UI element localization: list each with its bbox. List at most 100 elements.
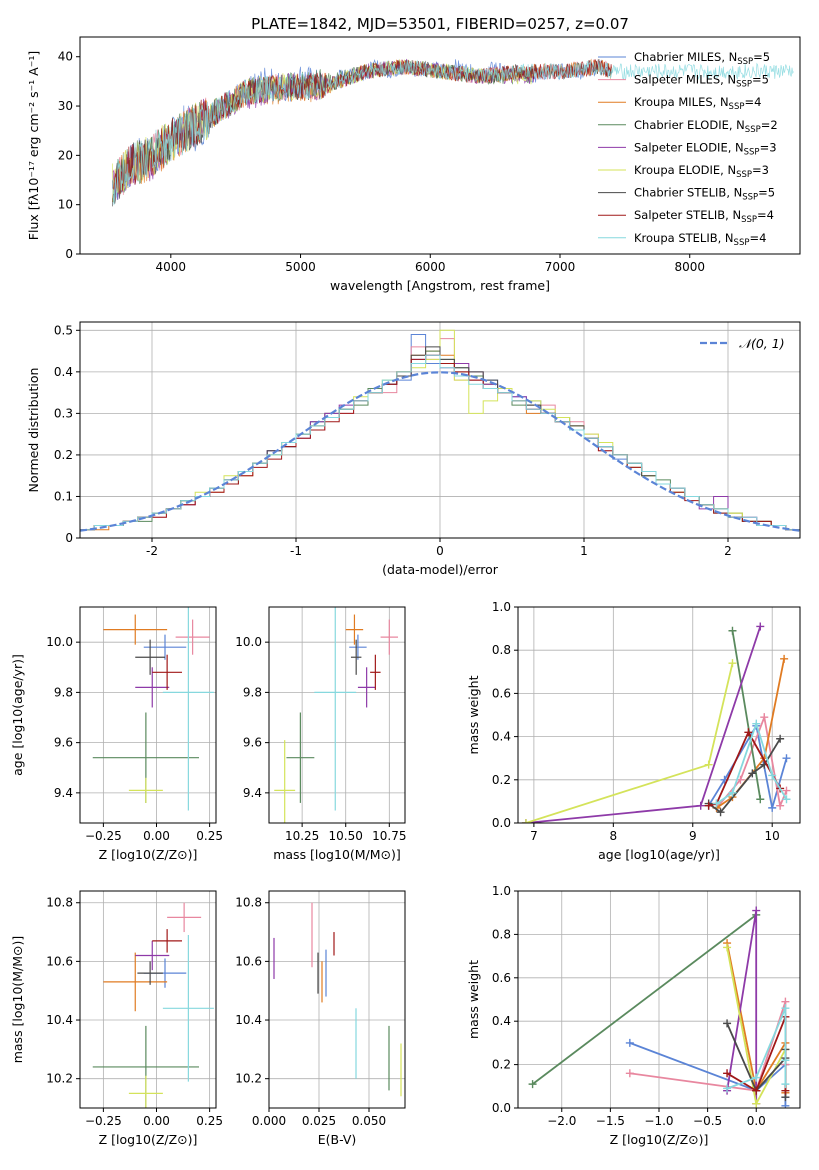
y-tick-label: 10.2	[235, 1072, 262, 1086]
x-tick-label: 7	[530, 829, 538, 843]
plot-area	[528, 906, 790, 1108]
y-tick-label: 0.3	[54, 406, 73, 420]
y-tick-label: 0	[65, 247, 73, 261]
errorbar-point	[314, 607, 357, 811]
Z-vs-age-panel: −0.25 0.00 0.25 9.4 9.6 9.8 10.0 Z [log10(Z/Z⊙)…	[10, 606, 223, 862]
plot-area	[112, 58, 794, 207]
y-tick-label: 0.8	[492, 927, 511, 941]
weight-marker	[752, 906, 761, 915]
y-tick-label: 9.6	[54, 736, 73, 750]
weight-marker	[696, 801, 705, 810]
weight-line	[716, 658, 785, 809]
Z-vs-weight-panel: −2.0 −1.5 −1.0 −0.5 0.0 0.0 0.2 0.4 0.6 0.8 1.0 Z […	[466, 884, 801, 1147]
weight-marker	[782, 754, 791, 763]
axes-frame	[79, 36, 801, 255]
spectrum-legend: Chabrier MILES, NSSP=5 Salpeter MILES, NS…	[598, 50, 778, 248]
y-tick-label: 0.2	[54, 448, 73, 462]
weight-marker	[728, 626, 737, 635]
errorbar-point	[162, 607, 214, 811]
errorbar-point	[350, 639, 362, 675]
y-axis-label: age [log10(age/yr)]	[10, 654, 25, 776]
errorbar-point	[152, 654, 182, 690]
errorbar-point	[128, 777, 163, 803]
y-tick-label: 10.6	[46, 954, 73, 968]
weight-marker	[768, 803, 777, 812]
weight-marker	[756, 795, 765, 804]
y-axis-label: mass [log10(M/M⊙)]	[10, 936, 25, 1064]
weight-marker	[780, 654, 789, 663]
errorbar-point	[175, 619, 210, 655]
y-tick-label: 0.4	[492, 730, 511, 744]
y-tick-label: 10.8	[235, 896, 262, 910]
y-tick-label: 0	[65, 531, 73, 545]
weight-marker	[744, 728, 753, 737]
spectrum-panel: Chabrier MILES, NSSP=5 Salpeter MILES, NS…	[26, 36, 801, 293]
y-tick-label: 0.6	[492, 686, 511, 700]
weight-marker	[625, 1069, 634, 1078]
weight-marker	[752, 1099, 761, 1108]
legend-entry: Salpeter ELODIE, NSSP=3	[634, 140, 777, 157]
weight-marker	[776, 801, 785, 810]
y-tick-label: 10.2	[46, 1072, 73, 1086]
x-tick-label: 10	[765, 829, 780, 843]
weight-marker	[781, 1101, 790, 1108]
y-tick-label: 9.4	[243, 786, 262, 800]
errorbar-point	[128, 1075, 163, 1108]
legend-entry: Kroupa ELODIE, NSSP=3	[634, 163, 769, 180]
plot-area	[273, 902, 402, 1097]
y-tick-label: 10.0	[46, 635, 73, 649]
y-tick-label: 0.2	[492, 1058, 511, 1072]
y-tick-label: 0.4	[492, 1014, 511, 1028]
errorbar-point	[349, 634, 367, 660]
normal-curve	[80, 371, 800, 532]
y-tick-label: 40	[58, 50, 73, 64]
weight-marker	[723, 1019, 732, 1028]
errorbar-point	[370, 654, 381, 690]
x-axis-label: E(B-V)	[318, 1132, 357, 1147]
weight-marker	[728, 659, 737, 668]
weight-marker	[723, 1084, 732, 1093]
mass-vs-age-panel: 10.25 10.50 10.75 9.4 9.6 9.8 10.0 mass [log10(…	[235, 606, 406, 862]
x-axis-label: Z [log10(Z/Z⊙)]	[99, 847, 198, 862]
y-tick-label: 0.2	[492, 773, 511, 787]
axes-frame	[517, 606, 801, 824]
legend-entry: Salpeter MILES, NSSP=5	[634, 73, 769, 90]
errorbar-point	[152, 929, 182, 953]
weight-marker	[521, 819, 530, 823]
weight-marker	[704, 760, 713, 769]
errorbar-point	[274, 740, 296, 823]
x-tick-label: 0.00	[143, 1114, 170, 1128]
y-tick-label: 10.4	[46, 1013, 73, 1027]
x-axis-label: mass [log10(M/M⊙)]	[273, 847, 401, 862]
errorbar-point	[103, 614, 168, 645]
weight-marker	[781, 1004, 790, 1013]
plot-area	[92, 902, 214, 1108]
legend-entry: Kroupa MILES, NSSP=4	[634, 95, 761, 112]
weight-marker	[781, 1080, 790, 1089]
legend-entry: Kroupa STELIB, NSSP=4	[634, 231, 766, 248]
x-tick-label: 8	[610, 829, 618, 843]
x-tick-label: −2.0	[547, 1114, 576, 1128]
weight-line	[525, 662, 734, 823]
errorbar-point	[167, 902, 202, 933]
plot-area	[274, 607, 399, 823]
weight-marker	[782, 795, 791, 804]
y-tick-label: 10	[58, 198, 73, 212]
y-tick-label: 1.0	[492, 884, 511, 898]
x-tick-label: 1	[580, 544, 588, 558]
weight-marker	[782, 786, 791, 795]
age-vs-weight-panel: 7 8 9 10 0.0 0.2 0.4 0.6 0.8 1.0 age [log10(age/yr…	[466, 600, 801, 862]
x-tick-label: −0.5	[693, 1114, 722, 1128]
weight-marker	[752, 1086, 761, 1095]
y-tick-label: 10.6	[235, 954, 262, 968]
errorbar-point	[162, 934, 214, 1082]
weight-marker	[728, 788, 737, 797]
Z-vs-mass-panel: −0.25 0.00 0.25 10.2 10.4 10.6 10.8 Z [log10(Z/…	[10, 890, 223, 1147]
weight-marker	[704, 801, 713, 810]
x-tick-label: -1	[290, 544, 302, 558]
x-tick-label: 0.000	[252, 1114, 286, 1128]
x-tick-label: −1.0	[644, 1114, 673, 1128]
x-tick-label: −0.25	[85, 1114, 122, 1128]
errorbar-point	[345, 614, 364, 645]
x-tick-label: 4000	[156, 260, 187, 274]
